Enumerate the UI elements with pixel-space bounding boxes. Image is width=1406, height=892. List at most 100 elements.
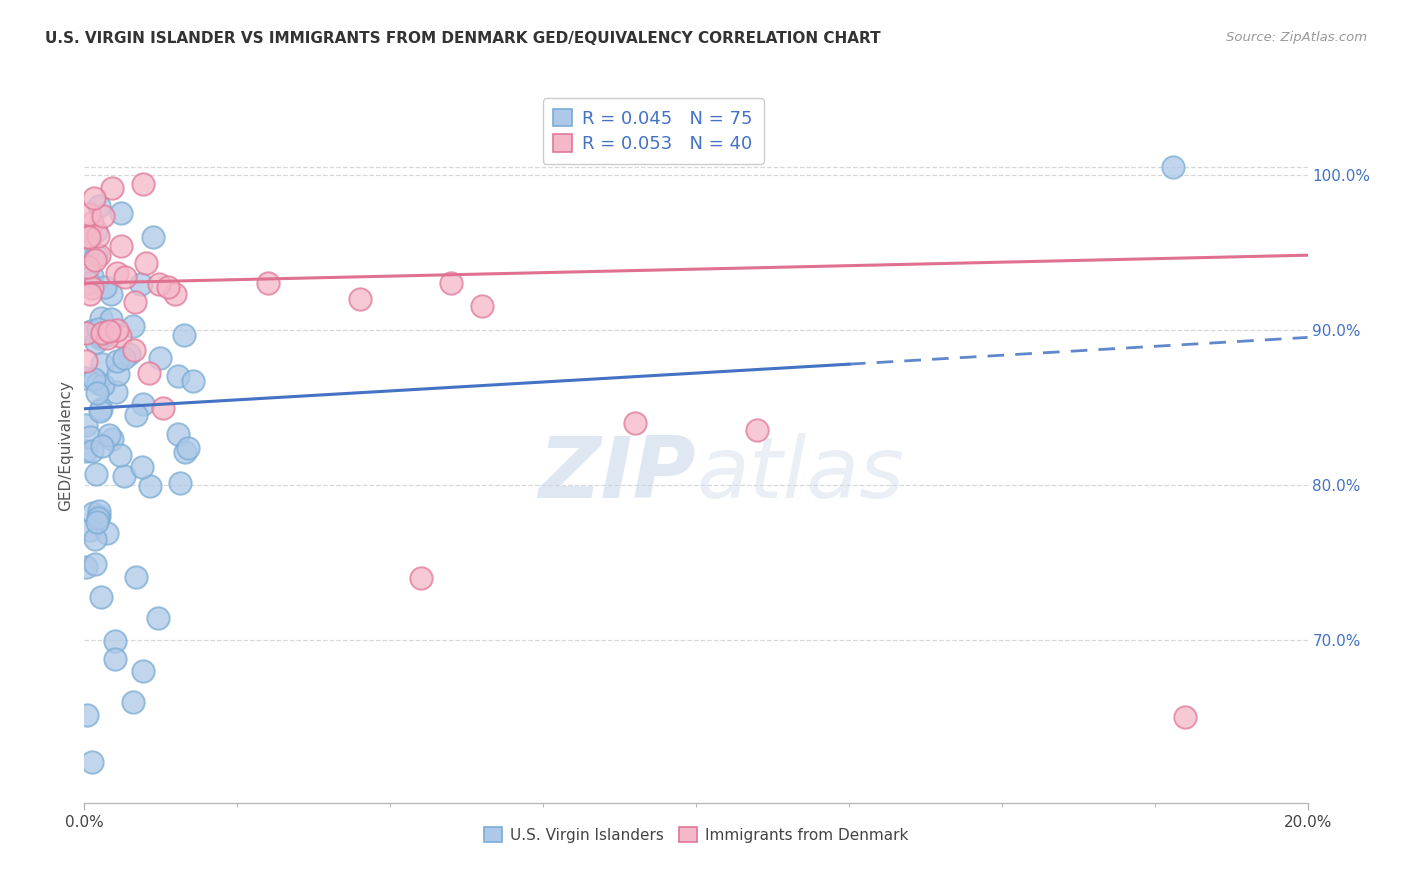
Point [105, 323, 128, 337]
Point [84, 533, 107, 547]
Point [409, 571, 432, 585]
Point [86, 515, 108, 529]
Point [349, 292, 371, 306]
Point [124, 294, 146, 309]
Point [471, 299, 494, 313]
Point [83, 557, 105, 571]
Legend: U.S. Virgin Islanders, Immigrants from Denmark: U.S. Virgin Islanders, Immigrants from D… [478, 821, 914, 848]
Point [80, 755, 103, 769]
Point [132, 664, 155, 678]
Point [104, 651, 127, 665]
Point [98, 324, 121, 338]
Point [110, 238, 132, 252]
Point [149, 351, 172, 365]
Point [89, 404, 111, 418]
Point [146, 611, 169, 625]
Text: atlas: atlas [696, 433, 904, 516]
Point [75, 418, 97, 433]
Point [84, 248, 107, 262]
Point [83, 191, 105, 205]
Point [87, 199, 110, 213]
Point [90, 329, 112, 343]
Point [90, 590, 112, 604]
Point [122, 318, 145, 333]
Point [76, 238, 98, 252]
Point [135, 256, 157, 270]
Point [165, 287, 187, 301]
Point [84, 224, 107, 238]
Point [84, 335, 107, 350]
Point [75, 444, 97, 458]
Point [132, 177, 155, 191]
Y-axis label: GED/Equivalency: GED/Equivalency [58, 381, 73, 511]
Point [132, 397, 155, 411]
Point [82, 443, 104, 458]
Point [114, 269, 136, 284]
Point [181, 374, 204, 388]
Point [174, 445, 197, 459]
Point [87, 322, 110, 336]
Point [79, 523, 101, 537]
Point [131, 460, 153, 475]
Point [166, 427, 188, 442]
Point [125, 570, 148, 584]
Point [75, 354, 97, 368]
Point [440, 276, 463, 290]
Text: U.S. VIRGIN ISLANDER VS IMMIGRANTS FROM DENMARK GED/EQUIVALENCY CORRELATION CHAR: U.S. VIRGIN ISLANDER VS IMMIGRANTS FROM … [45, 31, 880, 46]
Point [1174, 710, 1197, 724]
Point [87, 508, 110, 523]
Point [167, 368, 190, 383]
Point [90, 311, 112, 326]
Point [87, 376, 110, 390]
Point [104, 633, 127, 648]
Point [107, 354, 129, 368]
Point [104, 385, 127, 400]
Point [80, 324, 103, 338]
Point [100, 287, 122, 301]
Point [139, 479, 162, 493]
Point [96, 525, 118, 540]
Point [89, 331, 111, 345]
Point [105, 266, 128, 280]
Point [173, 327, 195, 342]
Point [169, 476, 191, 491]
Point [86, 386, 108, 401]
Point [93, 329, 115, 343]
Point [157, 279, 180, 293]
Point [112, 351, 135, 366]
Point [98, 427, 121, 442]
Point [89, 504, 111, 518]
Point [142, 229, 165, 244]
Point [96, 331, 118, 345]
Point [82, 281, 104, 295]
Point [129, 277, 152, 291]
Point [110, 206, 132, 220]
Point [108, 448, 131, 462]
Point [257, 276, 280, 290]
Point [110, 329, 132, 343]
Point [76, 708, 98, 723]
Point [100, 312, 122, 326]
Point [79, 430, 101, 444]
Point [75, 230, 97, 244]
Text: ZIP: ZIP [538, 433, 696, 516]
Point [83, 372, 105, 386]
Point [747, 424, 769, 438]
Point [75, 326, 97, 341]
Point [124, 408, 146, 422]
Point [84, 467, 107, 481]
Point [177, 441, 200, 455]
Point [101, 433, 124, 447]
Point [80, 268, 103, 283]
Point [107, 367, 129, 381]
Point [77, 207, 100, 221]
Point [94, 280, 117, 294]
Point [87, 511, 110, 525]
Point [75, 371, 97, 385]
Point [86, 229, 108, 244]
Point [91, 378, 114, 392]
Point [112, 469, 135, 483]
Point [624, 416, 647, 430]
Point [77, 276, 100, 290]
Point [118, 346, 141, 360]
